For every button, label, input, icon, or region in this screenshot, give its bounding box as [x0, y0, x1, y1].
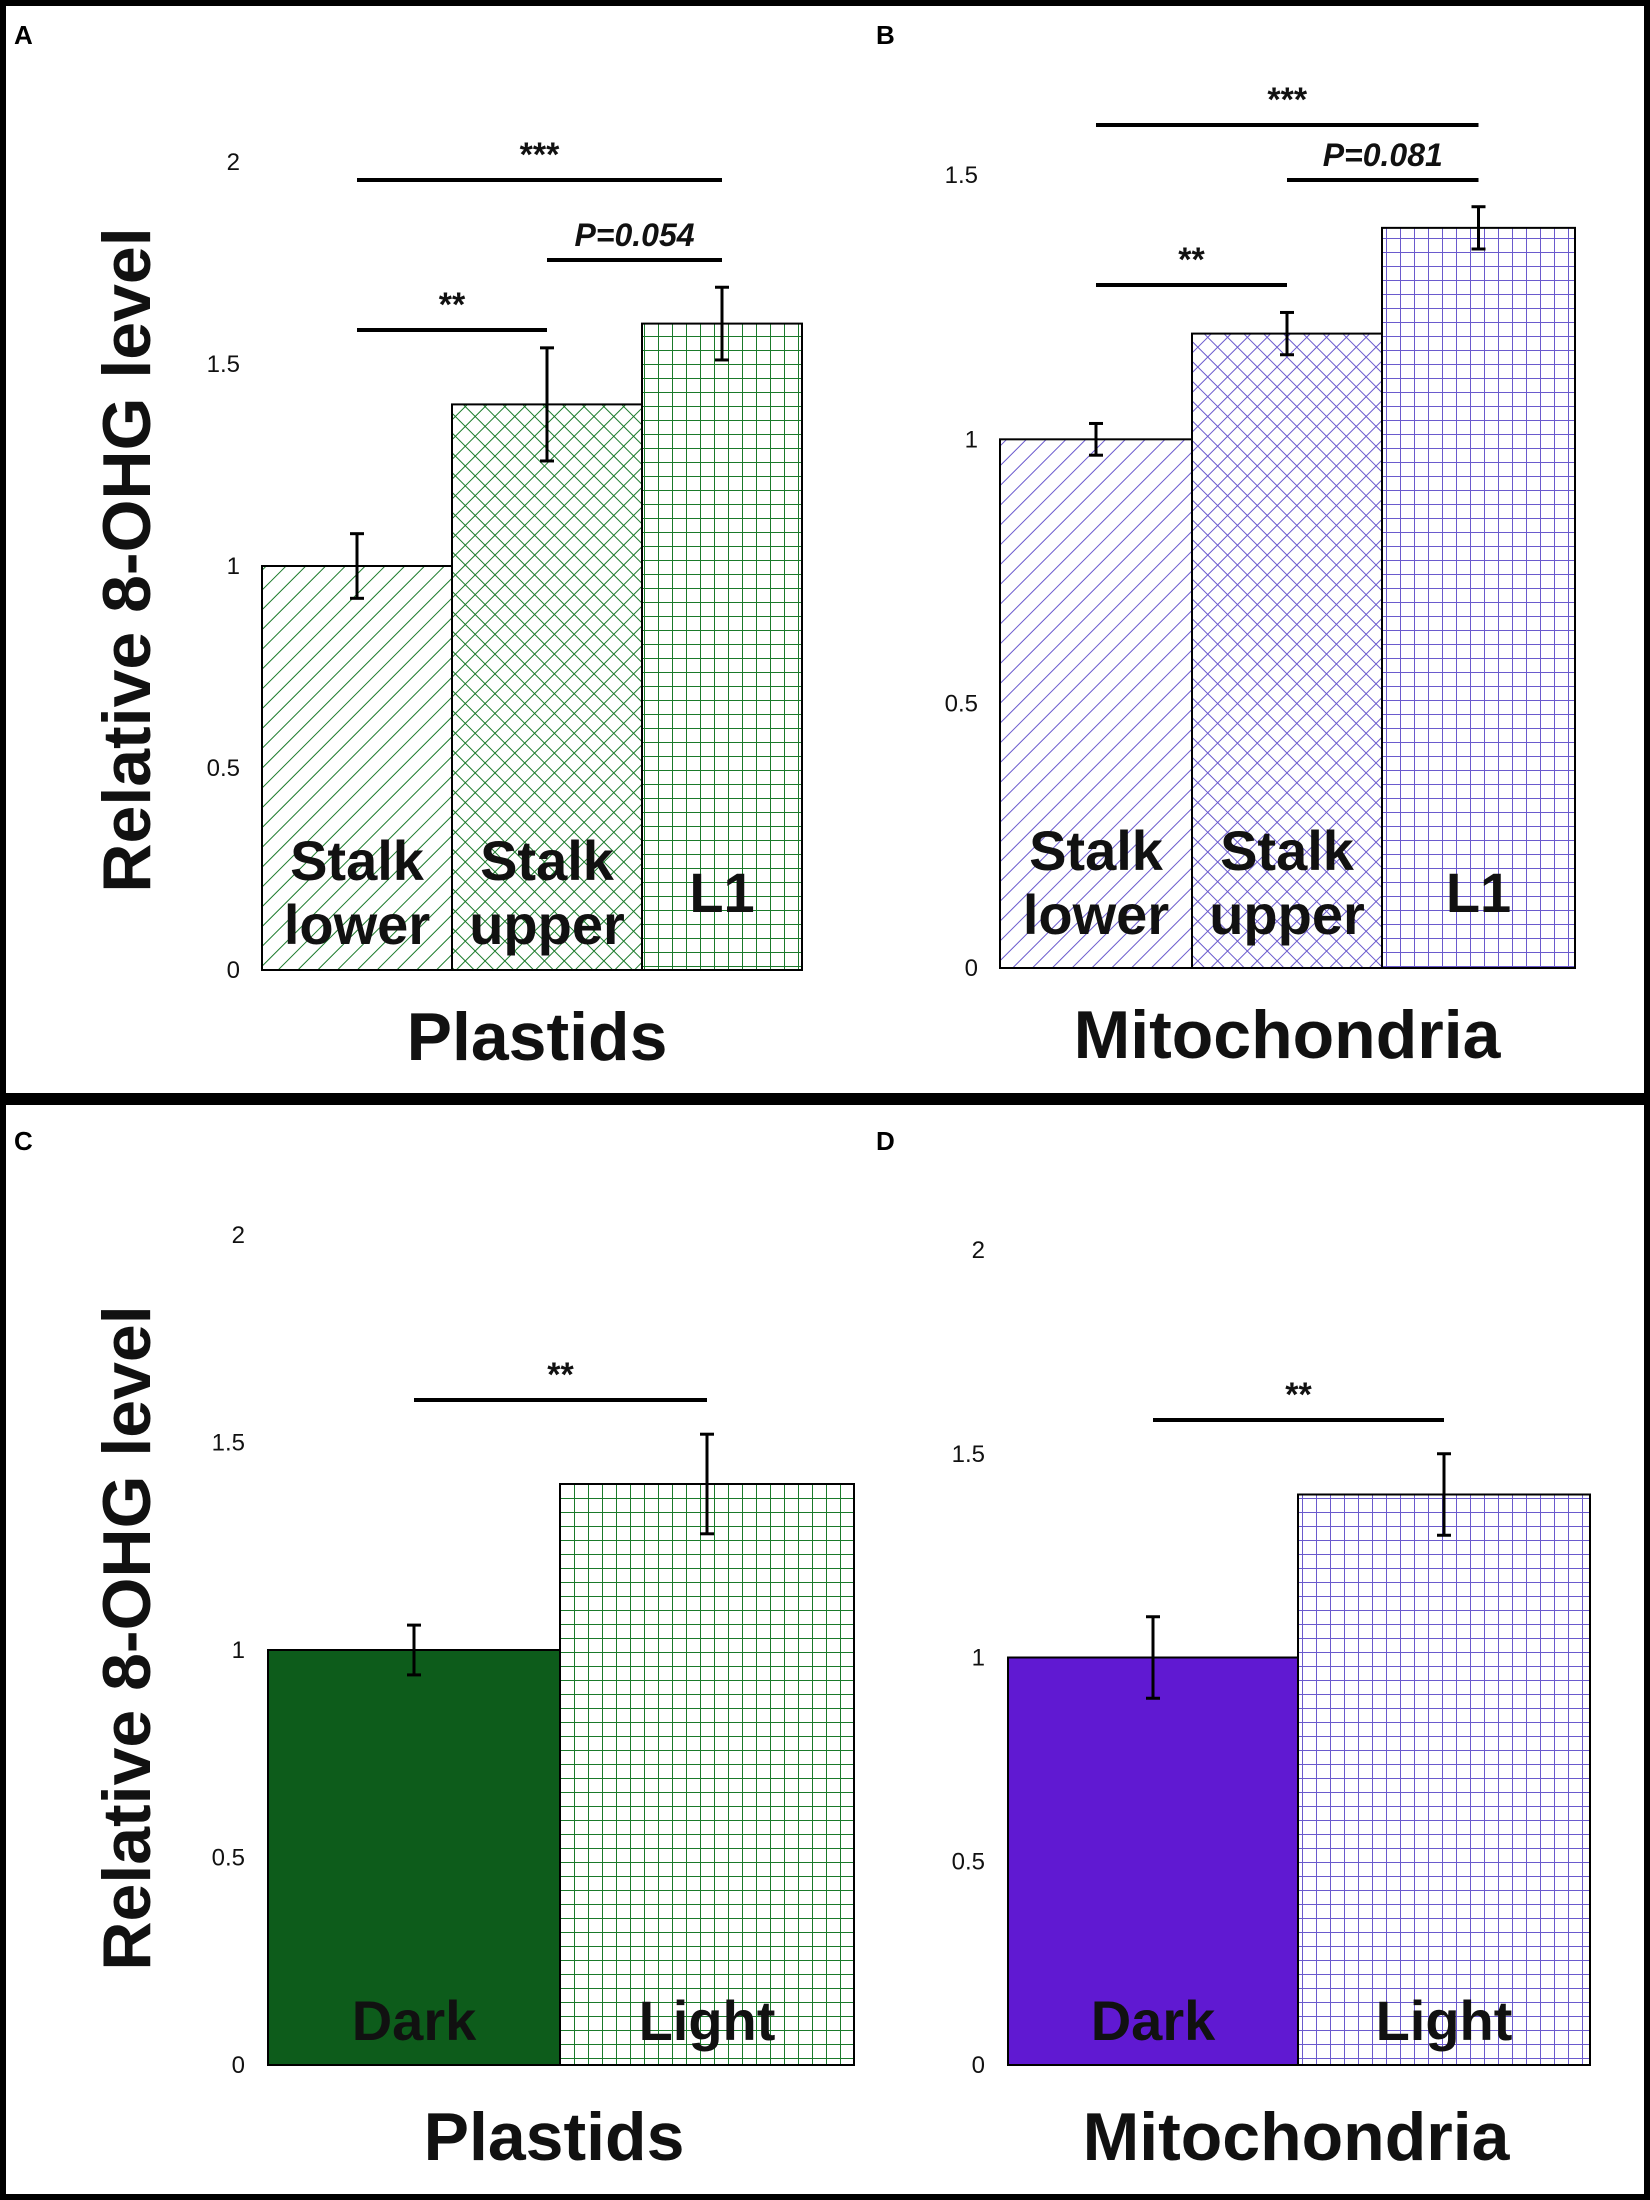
ytick-d-2: 1: [972, 1645, 985, 1672]
significance-label-a-2: ***: [520, 136, 560, 174]
bar-d-0: [1007, 1656, 1299, 2066]
ytick-d-1: 0.5: [952, 1848, 985, 1875]
ytick-c-2: 1: [232, 1637, 245, 1664]
significance-label-d-0: **: [1285, 1376, 1312, 1414]
category-label-b-2-0: L1: [1446, 861, 1511, 924]
x-axis-label-b: Mitochondria: [1074, 997, 1502, 1073]
frame-bottom: [0, 1099, 1650, 2200]
bar-d-1: [1297, 1493, 1591, 2066]
x-axis-label-d: Mitochondria: [1083, 2099, 1511, 2175]
panel-label-d: D: [876, 1126, 895, 1156]
ytick-b-1: 0.5: [945, 691, 978, 718]
bar-a-2: [641, 322, 803, 972]
ytick-a-3: 1.5: [207, 351, 240, 378]
x-axis-label-a: Plastids: [407, 999, 668, 1075]
bar-c-0: [267, 1649, 561, 2066]
ytick-a-1: 0.5: [207, 755, 240, 782]
significance-label-b-2: ***: [1267, 81, 1307, 119]
panel-label-b: B: [876, 20, 895, 50]
ytick-b-2: 1: [965, 426, 978, 453]
ytick-a-4: 2: [227, 149, 240, 176]
bar-b-0: [999, 438, 1193, 970]
category-label-a-0-1: lower: [284, 893, 430, 956]
category-label-a-1-0: Stalk: [480, 829, 615, 892]
ytick-b-3: 1.5: [945, 162, 978, 189]
panel-label-a: A: [14, 20, 33, 50]
category-label-d-1-0: Light: [1376, 1989, 1513, 2052]
category-label-a-0-0: Stalk: [290, 829, 425, 892]
significance-label-c-0: **: [547, 1356, 574, 1394]
significance-label-a-0: **: [439, 286, 466, 324]
y-axis-label-top: Relative 8-OHG level: [89, 227, 165, 892]
category-label-b-0-0: Stalk: [1029, 819, 1164, 882]
x-axis-label-c: Plastids: [424, 2099, 685, 2175]
significance-label-b-0: **: [1178, 241, 1205, 279]
bar-a-0: [261, 565, 453, 971]
panel-d-plot: 0 0.5 1 1.5 2 Dark Light ** Mitochondria: [952, 1237, 1591, 2175]
bar-b-2: [1381, 226, 1576, 970]
ytick-d-4: 2: [972, 1237, 985, 1264]
ytick-c-3: 1.5: [212, 1430, 245, 1457]
significance-label-a-1: P=0.054: [574, 217, 694, 253]
category-label-c-1-0: Light: [639, 1989, 776, 2052]
category-label-d-0-0: Dark: [1091, 1989, 1216, 2052]
panel-label-c: C: [14, 1126, 33, 1156]
significance-label-b-1: P=0.081: [1323, 137, 1443, 173]
ytick-a-0: 0: [227, 957, 240, 984]
category-label-b-1-0: Stalk: [1220, 819, 1355, 882]
ytick-b-0: 0: [965, 955, 978, 982]
category-label-b-1-1: upper: [1209, 883, 1365, 946]
bar-c-1: [559, 1483, 855, 2066]
y-axis-label-bottom: Relative 8-OHG level: [89, 1305, 165, 1970]
ytick-c-0: 0: [232, 2052, 245, 2079]
ytick-c-4: 2: [232, 1222, 245, 1249]
category-label-a-1-1: upper: [469, 893, 625, 956]
category-label-c-0-0: Dark: [352, 1989, 477, 2052]
ytick-a-2: 1: [227, 553, 240, 580]
ytick-d-0: 0: [972, 2052, 985, 2079]
panel-c-plot: 0 0.5 1 1.5 2 Dark Light ** Plastids: [212, 1222, 855, 2175]
category-label-a-2-0: L1: [689, 861, 754, 924]
ytick-d-3: 1.5: [952, 1441, 985, 1468]
panel-a-plot: 00.511.52StalklowerStalkupperL1**P=0.054…: [207, 136, 803, 1075]
category-label-b-0-1: lower: [1023, 883, 1169, 946]
frame-top: [0, 0, 1650, 1099]
ytick-c-1: 0.5: [212, 1845, 245, 1872]
